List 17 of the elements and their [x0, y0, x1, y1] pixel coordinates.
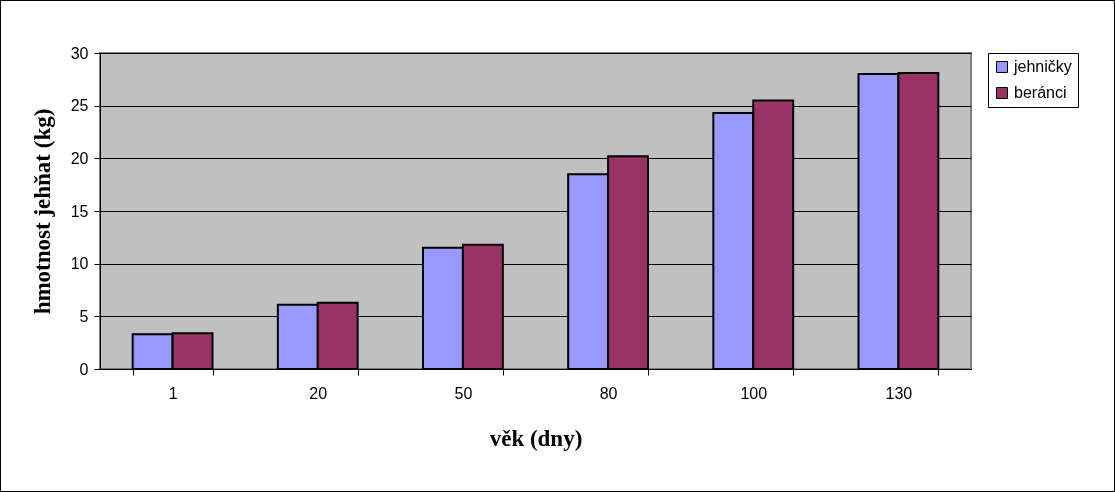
- x-tick-label: 80: [599, 384, 618, 402]
- x-tick-label: 100: [740, 384, 768, 402]
- y-axis-title: hmotnost jehňat (kg): [29, 108, 55, 315]
- legend-label: beránci: [1014, 84, 1067, 101]
- y-tick-label: 0: [79, 360, 89, 378]
- y-tick-label: 25: [70, 97, 89, 115]
- y-tick-label: 20: [70, 149, 89, 167]
- y-tick-label: 30: [70, 44, 89, 62]
- x-tick-label: 130: [885, 384, 913, 402]
- x-axis-title: věk (dny): [489, 425, 583, 451]
- legend-label: jehničky: [1013, 58, 1072, 75]
- y-tick-label: 15: [70, 202, 89, 220]
- x-tick-label: 1: [168, 384, 178, 402]
- x-tick-label: 50: [454, 384, 473, 402]
- y-tick-label: 10: [70, 255, 89, 273]
- x-tick-label: 20: [309, 384, 328, 402]
- y-tick-label: 5: [79, 307, 89, 325]
